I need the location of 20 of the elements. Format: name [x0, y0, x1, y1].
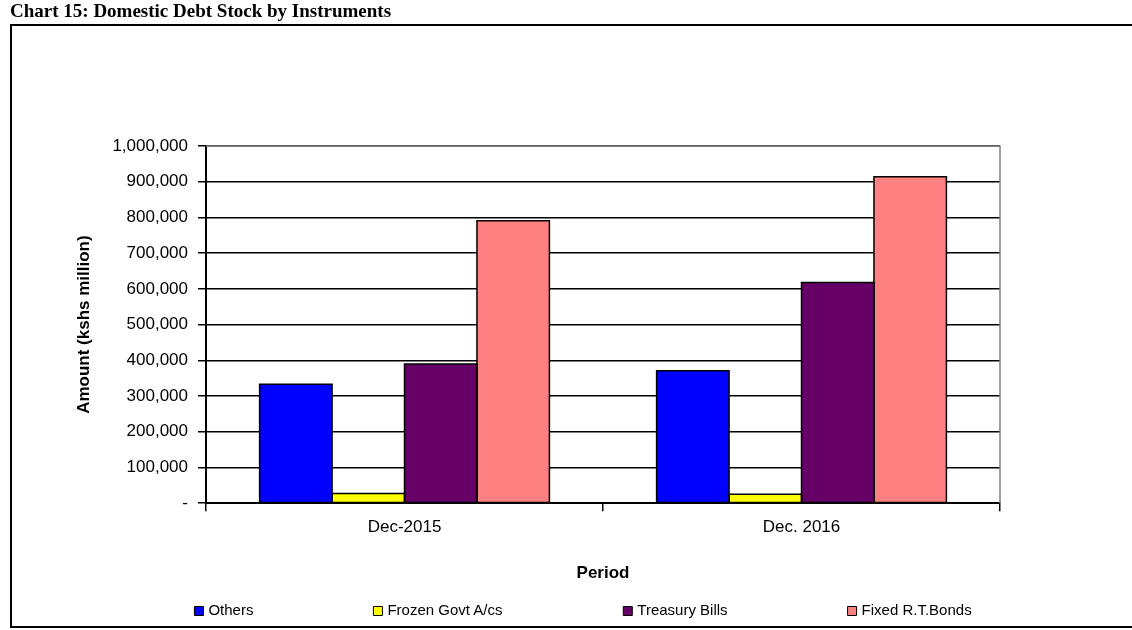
y-tick-label: 500,000 [126, 314, 189, 334]
y-tick-label: 100,000 [126, 457, 189, 477]
y-tick-label: 700,000 [126, 242, 189, 262]
y-tick-label: 300,000 [126, 385, 189, 405]
y-tick-label: - [182, 492, 189, 512]
legend-label: Others [208, 601, 254, 619]
y-tick-label: 400,000 [126, 350, 189, 370]
x-tick-label: Dec-2015 [367, 517, 442, 537]
y-tick-label: 200,000 [126, 421, 189, 441]
y-tick-label: 800,000 [126, 207, 189, 227]
y-tick-label: 600,000 [126, 278, 189, 298]
chart-title: Chart 15: Domestic Debt Stock by Instruments [10, 0, 392, 22]
legend-label: Treasury Bills [637, 601, 728, 619]
y-axis-title: Amount (kshs million) [73, 235, 93, 414]
y-tick-label: 900,000 [126, 171, 189, 191]
legend-label: Fixed R.T.Bonds [861, 601, 972, 619]
x-axis-title: Period [576, 563, 630, 583]
y-tick-label: 1,000,000 [112, 135, 189, 155]
legend-label: Frozen Govt A/cs [387, 601, 503, 619]
x-tick-label: Dec. 2016 [762, 517, 841, 537]
